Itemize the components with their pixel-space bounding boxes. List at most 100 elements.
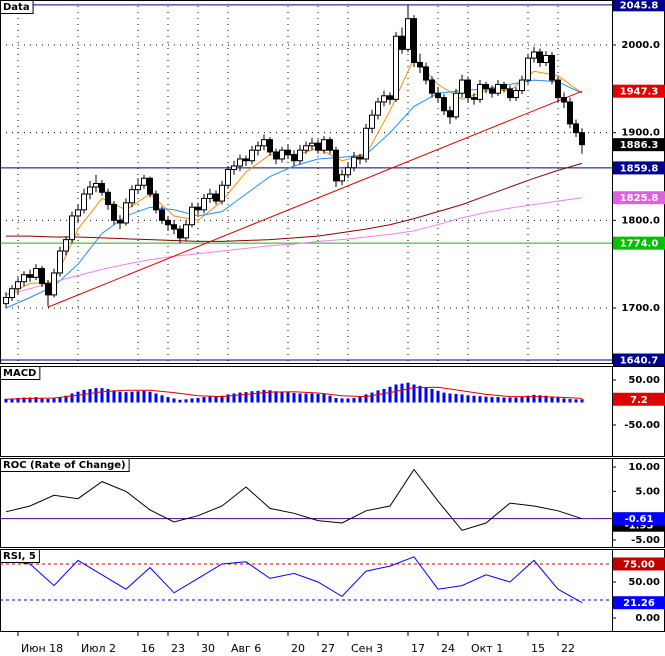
histogram-bar (544, 395, 548, 403)
x-tick-label: 24 (441, 642, 455, 655)
y-tick-label: 0.00 (635, 613, 660, 624)
histogram-bar (196, 397, 200, 403)
candle-body (549, 55, 555, 81)
candle-body (21, 274, 27, 283)
histogram-bar (142, 390, 146, 403)
candle-body (387, 95, 393, 100)
candle-body (147, 177, 153, 195)
candle-body (51, 272, 57, 296)
histogram-bar (460, 394, 464, 403)
histogram-bar (526, 395, 530, 403)
histogram-bar (442, 392, 446, 403)
histogram-bar (190, 398, 194, 403)
series-line (6, 162, 583, 242)
candle-body (243, 158, 249, 162)
price-tag-label: 21.26 (623, 598, 655, 609)
candle-body (339, 174, 345, 182)
y-tick-label: 10.00 (628, 462, 660, 473)
histogram-bar (154, 393, 158, 403)
histogram-bar (262, 389, 266, 403)
y-tick-label: 1900.0 (621, 128, 660, 139)
x-tick-label: 30 (201, 642, 215, 655)
candle-body (303, 145, 309, 151)
pane-title: Data (3, 2, 30, 13)
histogram-bar (226, 394, 230, 403)
histogram-bar (478, 396, 482, 403)
candle-body (309, 142, 315, 147)
pane-title: MACD (3, 368, 36, 379)
histogram-bar (166, 397, 170, 403)
histogram-bar (256, 390, 260, 403)
series-line (5, 556, 583, 604)
candle-body (573, 123, 579, 134)
candle-body (9, 288, 15, 299)
candle-body (459, 79, 465, 94)
histogram-bar (508, 397, 512, 403)
histogram-bar (28, 397, 32, 403)
histogram-bar (382, 388, 386, 403)
histogram-bar (184, 399, 188, 403)
histogram-bar (550, 396, 554, 403)
histogram-bar (82, 389, 86, 403)
histogram-bar (328, 395, 332, 403)
histogram-bar (100, 388, 104, 403)
candle-body (153, 193, 159, 211)
histogram-bar (244, 392, 248, 403)
histogram-bar (88, 388, 92, 403)
price-tag (613, 84, 665, 98)
histogram-bar (316, 393, 320, 403)
histogram-bar (280, 391, 284, 403)
plot-area (4, 382, 584, 403)
y-tick-label: 1800.0 (621, 215, 660, 226)
candle-body (255, 145, 261, 151)
candle-body (279, 149, 285, 160)
histogram-bar (394, 384, 398, 403)
histogram-bar (484, 396, 488, 403)
pane-title-box (0, 458, 130, 472)
candle-body (141, 177, 147, 186)
histogram-bar (124, 392, 128, 403)
candle-body (417, 62, 423, 68)
candle-body (45, 282, 51, 296)
candle-body (27, 274, 33, 278)
histogram-bar (418, 385, 422, 403)
candle-body (465, 79, 471, 99)
histogram-bar (76, 391, 80, 403)
histogram-bar (220, 395, 224, 403)
candle-body (81, 193, 87, 211)
histogram-bar (310, 393, 314, 403)
x-tick-label: 20 (291, 642, 305, 655)
candle-body (189, 206, 195, 226)
histogram-bar (172, 398, 176, 403)
histogram-bar (202, 397, 206, 403)
series-line (5, 197, 583, 296)
histogram-bar (538, 395, 542, 403)
histogram-bar (16, 397, 20, 403)
histogram-bar (502, 397, 506, 403)
y-tick-label: 50.00 (628, 375, 660, 386)
histogram-bar (148, 391, 152, 403)
candle-body (507, 88, 513, 99)
x-tick-label: Июн 18 (21, 642, 63, 655)
histogram-bar (448, 393, 452, 403)
histogram-bar (490, 397, 494, 403)
candle-body (297, 149, 303, 162)
candle-body (231, 165, 237, 170)
plot-area (0, 468, 612, 531)
price-tag-label: -0.61 (625, 514, 654, 525)
histogram-bar (562, 398, 566, 403)
price-tag (613, 138, 665, 152)
price-tag (613, 0, 665, 12)
candle-body (291, 154, 297, 162)
candle-body (213, 193, 219, 202)
y-tick-label: 50.00 (628, 577, 660, 588)
candle-body (171, 224, 177, 230)
histogram-bar (430, 388, 434, 403)
histogram-bar (334, 397, 338, 403)
candle-body (105, 191, 111, 206)
candle-body (3, 297, 9, 305)
candle-body (567, 101, 573, 125)
histogram-bar (454, 393, 458, 403)
series-line (5, 386, 583, 400)
